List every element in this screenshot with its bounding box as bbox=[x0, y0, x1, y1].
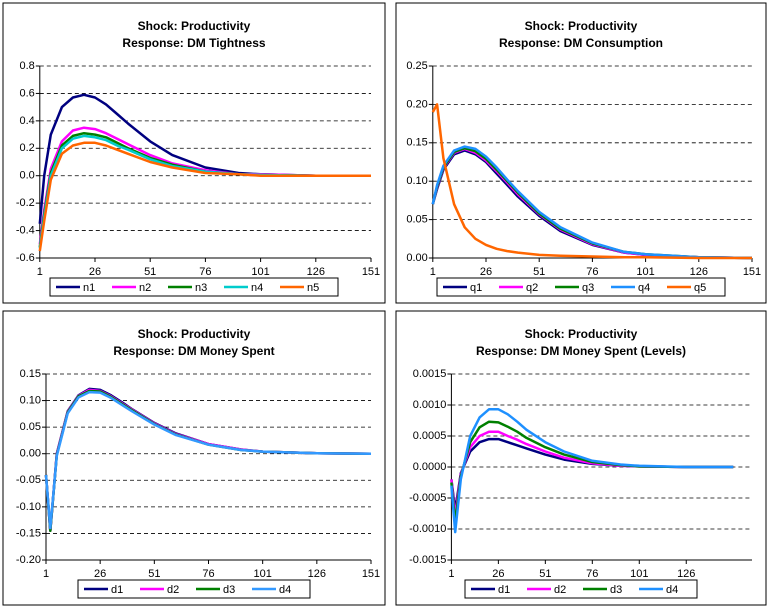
y-tick-label: 0.10 bbox=[406, 175, 427, 187]
y-tick-label: -0.0005 bbox=[409, 492, 446, 504]
x-tick-label: 1 bbox=[37, 266, 43, 278]
chart-subtitle: Response: DM Money Spent (Levels) bbox=[476, 344, 686, 358]
series-line bbox=[44, 390, 372, 530]
y-tick-label: 0.0015 bbox=[413, 368, 447, 380]
legend-label: q3 bbox=[582, 282, 594, 294]
x-tick-label: 26 bbox=[480, 266, 492, 278]
x-tick-label: 76 bbox=[202, 568, 214, 580]
x-tick-label: 151 bbox=[743, 266, 761, 278]
legend-label: n3 bbox=[195, 282, 207, 294]
x-tick-label: 101 bbox=[636, 266, 654, 278]
legend-label: d2 bbox=[167, 584, 179, 596]
x-tick-label: 51 bbox=[144, 266, 156, 278]
legend-label: d3 bbox=[223, 584, 235, 596]
legend-label: q4 bbox=[638, 282, 650, 294]
y-tick-label: 0.0 bbox=[20, 170, 35, 182]
y-tick-label: 0.15 bbox=[20, 368, 41, 380]
x-tick-label: 51 bbox=[533, 266, 545, 278]
y-tick-label: 0.8 bbox=[20, 60, 35, 72]
y-tick-label: -0.0015 bbox=[409, 554, 446, 566]
series-line bbox=[431, 103, 752, 260]
series-line bbox=[431, 145, 753, 260]
chart-subtitle: Response: DM Consumption bbox=[499, 36, 663, 50]
legend-label: q1 bbox=[470, 282, 482, 294]
y-tick-label: -0.4 bbox=[16, 224, 35, 236]
x-tick-label: 51 bbox=[539, 568, 551, 580]
x-tick-label: 1 bbox=[43, 568, 49, 580]
x-tick-label: 26 bbox=[492, 568, 504, 580]
series-line bbox=[450, 408, 734, 534]
x-tick-label: 101 bbox=[251, 266, 269, 278]
chart-title: Shock: Productivity bbox=[138, 327, 251, 341]
y-tick-label: 0.6 bbox=[20, 87, 35, 99]
x-tick-label: 126 bbox=[677, 568, 695, 580]
x-tick-label: 1 bbox=[448, 568, 454, 580]
chart-title: Shock: Productivity bbox=[525, 327, 638, 341]
y-tick-label: 0.4 bbox=[20, 115, 35, 127]
x-tick-label: 76 bbox=[586, 568, 598, 580]
y-tick-label: 0.15 bbox=[406, 137, 427, 149]
legend-label: n2 bbox=[139, 282, 151, 294]
x-tick-label: 126 bbox=[690, 266, 708, 278]
x-tick-label: 101 bbox=[630, 568, 648, 580]
chart-subtitle: Response: DM Tightness bbox=[122, 36, 265, 50]
y-tick-label: 0.0000 bbox=[413, 461, 447, 473]
legend bbox=[436, 277, 726, 297]
panel-border bbox=[2, 2, 386, 304]
x-tick-label: 126 bbox=[307, 266, 325, 278]
y-tick-label: 0.25 bbox=[406, 60, 427, 72]
legend-label: n1 bbox=[83, 282, 95, 294]
y-tick-label: -0.15 bbox=[16, 527, 41, 539]
y-tick-label: -0.0010 bbox=[409, 523, 446, 535]
legend bbox=[77, 579, 311, 599]
legend bbox=[464, 579, 698, 599]
chart-subtitle: Response: DM Money Spent bbox=[113, 344, 274, 358]
x-tick-label: 101 bbox=[253, 568, 271, 580]
y-tick-label: 0.0005 bbox=[413, 430, 447, 442]
y-tick-label: 0.10 bbox=[20, 394, 41, 406]
legend-label: n5 bbox=[307, 282, 319, 294]
chart-title: Shock: Productivity bbox=[138, 19, 251, 33]
y-tick-label: 0.0010 bbox=[413, 399, 447, 411]
y-tick-label: -0.6 bbox=[16, 252, 35, 264]
legend-label: d1 bbox=[111, 584, 123, 596]
y-tick-label: 0.00 bbox=[406, 252, 427, 264]
panel-border bbox=[2, 310, 386, 606]
x-tick-label: 51 bbox=[148, 568, 160, 580]
legend-label: d3 bbox=[610, 584, 622, 596]
x-tick-label: 76 bbox=[199, 266, 211, 278]
legend-label: d4 bbox=[279, 584, 291, 596]
x-tick-label: 26 bbox=[94, 568, 106, 580]
x-tick-label: 126 bbox=[308, 568, 326, 580]
x-tick-label: 26 bbox=[89, 266, 101, 278]
y-tick-label: -0.05 bbox=[16, 474, 41, 486]
y-tick-label: 0.00 bbox=[20, 448, 41, 460]
legend-label: n4 bbox=[251, 282, 263, 294]
y-tick-label: -0.10 bbox=[16, 501, 41, 513]
y-tick-label: 0.05 bbox=[406, 214, 427, 226]
chart-title: Shock: Productivity bbox=[525, 19, 638, 33]
y-tick-label: -0.2 bbox=[16, 197, 35, 209]
legend bbox=[49, 277, 339, 297]
legend-label: q5 bbox=[694, 282, 706, 294]
y-tick-label: 0.2 bbox=[20, 142, 35, 154]
x-tick-label: 76 bbox=[586, 266, 598, 278]
legend-label: q2 bbox=[526, 282, 538, 294]
y-tick-label: 0.20 bbox=[406, 98, 427, 110]
legend-label: d4 bbox=[666, 584, 678, 596]
series-line bbox=[38, 141, 371, 252]
x-tick-label: 1 bbox=[430, 266, 436, 278]
y-tick-label: 0.05 bbox=[20, 421, 41, 433]
legend-label: d2 bbox=[554, 584, 566, 596]
y-tick-label: -0.20 bbox=[16, 554, 41, 566]
legend-label: d1 bbox=[498, 584, 510, 596]
x-tick-label: 151 bbox=[362, 266, 380, 278]
x-tick-label: 151 bbox=[362, 568, 380, 580]
